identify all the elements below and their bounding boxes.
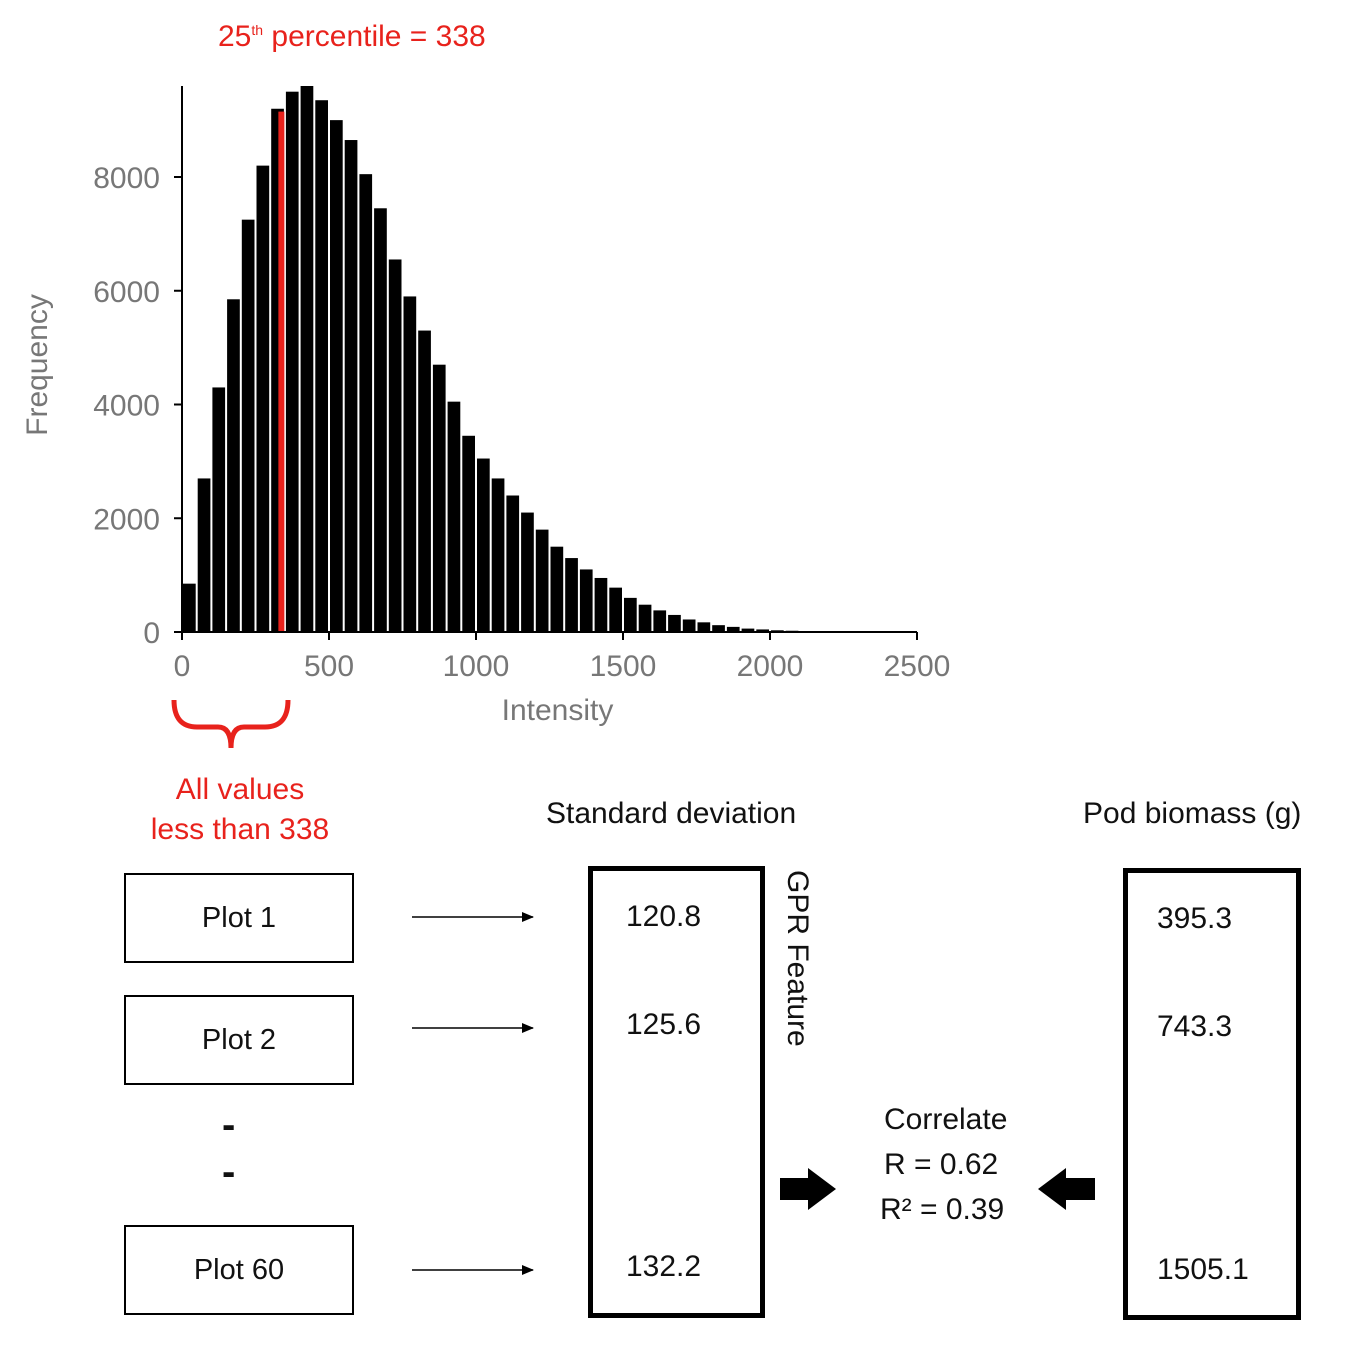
histogram-bar [506, 495, 520, 632]
x-tick-label: 2500 [884, 650, 951, 683]
ellipsis-dash-1: - [222, 1103, 236, 1147]
ellipsis-dash-2: - [222, 1150, 236, 1194]
percentile-threshold-line [278, 111, 285, 632]
percentile-text: percentile = 338 [263, 20, 486, 53]
biomass-header: Pod biomass (g) [1083, 797, 1302, 830]
histogram-bar [477, 458, 490, 632]
histogram-bar [550, 546, 564, 632]
brace-label: All values less than 338 [120, 770, 360, 850]
std-header: Standard deviation [546, 797, 797, 830]
histogram-bar [374, 208, 387, 632]
histogram-bar [344, 140, 358, 632]
histogram-bar [315, 100, 328, 632]
y-axis-label: Frequency [21, 294, 54, 436]
x-tick-label: 1500 [590, 650, 657, 683]
gpr-feature-label: GPR Feature [781, 870, 814, 1047]
plot-box-2: Plot 2 [124, 995, 354, 1085]
biomass-value-60: 1505.1 [1157, 1253, 1249, 1286]
correlate-title: Correlate [884, 1103, 1008, 1136]
y-tick-label: 4000 [93, 390, 160, 423]
x-tick-label: 2000 [737, 650, 804, 683]
correlate-r2: R² = 0.39 [880, 1193, 1005, 1226]
biomass-column-box [1123, 868, 1301, 1320]
histogram-bar [227, 299, 240, 632]
histogram-bar [388, 259, 402, 632]
histogram-bar [300, 86, 314, 632]
y-tick-label: 8000 [93, 162, 160, 195]
histogram-bar [491, 478, 505, 632]
histogram-bar [726, 626, 740, 632]
std-value-60: 132.2 [626, 1250, 702, 1283]
histogram-bar [285, 91, 299, 632]
histogram-bar [682, 619, 696, 632]
histogram-bar [565, 558, 578, 632]
correlate-r: R = 0.62 [884, 1148, 999, 1181]
percentile-suffix: th [251, 22, 264, 38]
plot-box-60: Plot 60 [124, 1225, 354, 1315]
std-value-1: 120.8 [626, 900, 702, 933]
histogram-bar [462, 435, 475, 632]
histogram-bar [579, 569, 593, 632]
biomass-value-1: 395.3 [1157, 902, 1233, 935]
histogram-bar [741, 628, 755, 632]
chart-axes: 0 500 1000 1500 2000 2500 0 2000 4000 6000 8000 Int… [21, 86, 950, 727]
histogram-bar [521, 512, 534, 632]
histogram-bar [359, 174, 373, 632]
brace-label-line1: All values [175, 773, 305, 806]
y-tick-label: 6000 [93, 276, 160, 309]
brace-label-line2: less than 338 [150, 813, 330, 846]
histogram-bar [697, 622, 711, 632]
x-tick-label: 500 [304, 650, 354, 683]
percentile-annotation: 25th percentile = 338 [218, 20, 486, 54]
histogram-bar [197, 478, 211, 632]
histogram-bar [432, 364, 446, 632]
percentile-number: 25 [218, 20, 252, 53]
histogram-bar [256, 165, 270, 632]
histogram-bar [330, 120, 343, 632]
histogram-chart: 0 500 1000 1500 2000 2500 0 2000 4000 6000 8000 Int… [21, 86, 950, 727]
histogram-bar [638, 604, 652, 632]
histogram-bar [447, 401, 461, 632]
histogram-bar [535, 529, 549, 632]
histogram-bar [624, 597, 637, 632]
bold-arrow-right-icon [780, 1168, 836, 1210]
histogram-bar [212, 387, 226, 632]
std-value-2: 125.6 [626, 1008, 702, 1041]
biomass-value-2: 743.3 [1157, 1010, 1233, 1043]
histogram-bar [241, 219, 255, 632]
histogram-bar [756, 629, 769, 632]
x-tick-label: 1000 [443, 650, 510, 683]
histogram-bar [403, 296, 417, 632]
histogram-bar [609, 587, 622, 632]
brace-icon [171, 699, 291, 749]
y-tick-label: 2000 [93, 503, 160, 536]
histogram-bar [668, 614, 681, 632]
histogram-bar [594, 577, 608, 632]
histogram-bar [712, 625, 725, 632]
histogram-bar [183, 583, 196, 632]
plot-box-1: Plot 1 [124, 873, 354, 963]
histogram-bar [653, 610, 667, 632]
y-tick-label: 0 [143, 617, 160, 650]
std-column-box [588, 866, 765, 1318]
x-axis-label: Intensity [502, 694, 614, 727]
x-tick-label: 0 [174, 650, 191, 683]
histogram-bar [418, 330, 431, 632]
histogram-bars [183, 86, 916, 633]
bold-arrow-left-icon [1038, 1168, 1095, 1210]
